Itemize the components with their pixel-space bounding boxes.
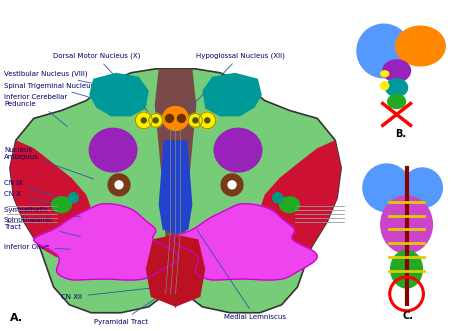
Text: Pyramidal Tract: Pyramidal Tract bbox=[94, 296, 160, 325]
Text: Sympathetic Tract: Sympathetic Tract bbox=[4, 207, 81, 217]
Ellipse shape bbox=[383, 60, 410, 82]
Text: Medial Lemniscus: Medial Lemniscus bbox=[197, 230, 286, 320]
Text: A.: A. bbox=[10, 313, 23, 323]
Circle shape bbox=[357, 24, 410, 78]
Ellipse shape bbox=[396, 26, 445, 66]
Circle shape bbox=[363, 164, 410, 212]
Circle shape bbox=[141, 118, 146, 123]
Ellipse shape bbox=[214, 128, 262, 172]
Ellipse shape bbox=[388, 95, 406, 109]
Circle shape bbox=[149, 114, 163, 127]
Polygon shape bbox=[155, 69, 196, 309]
Ellipse shape bbox=[280, 197, 300, 213]
Text: CN IX: CN IX bbox=[4, 180, 61, 199]
Circle shape bbox=[108, 174, 130, 196]
Text: Spinothalamic
Tract: Spinothalamic Tract bbox=[4, 217, 81, 237]
Text: Spinal Trigeminal Nucleus: Spinal Trigeminal Nucleus bbox=[4, 83, 99, 100]
Text: Inferior Cerebellar
Peduncle: Inferior Cerebellar Peduncle bbox=[4, 94, 67, 126]
Ellipse shape bbox=[381, 196, 432, 253]
Text: B.: B. bbox=[395, 129, 406, 139]
Text: CN XII: CN XII bbox=[62, 287, 158, 300]
Polygon shape bbox=[146, 234, 205, 307]
Circle shape bbox=[177, 115, 185, 122]
Text: C.: C. bbox=[402, 311, 414, 321]
Text: Inferior Olive: Inferior Olive bbox=[4, 244, 71, 250]
Circle shape bbox=[381, 82, 389, 90]
Ellipse shape bbox=[391, 250, 422, 288]
Polygon shape bbox=[10, 69, 341, 313]
Ellipse shape bbox=[163, 107, 188, 130]
Polygon shape bbox=[159, 140, 192, 234]
Ellipse shape bbox=[386, 79, 408, 97]
Text: Dorsal Motor Nucleus (X): Dorsal Motor Nucleus (X) bbox=[53, 53, 148, 112]
Polygon shape bbox=[10, 140, 93, 257]
Ellipse shape bbox=[52, 197, 72, 213]
Circle shape bbox=[68, 193, 78, 203]
Circle shape bbox=[153, 118, 158, 123]
Circle shape bbox=[188, 114, 202, 127]
Circle shape bbox=[221, 174, 243, 196]
Circle shape bbox=[193, 118, 198, 123]
Text: Nucleus
Ambiguus: Nucleus Ambiguus bbox=[4, 147, 93, 179]
Circle shape bbox=[165, 115, 173, 122]
Text: Vestibular Nucleus (VIII): Vestibular Nucleus (VIII) bbox=[4, 71, 116, 88]
Text: CN X: CN X bbox=[4, 191, 61, 205]
Circle shape bbox=[205, 118, 210, 123]
Polygon shape bbox=[258, 140, 341, 257]
Circle shape bbox=[402, 168, 442, 208]
Polygon shape bbox=[202, 73, 262, 117]
Circle shape bbox=[273, 193, 283, 203]
Polygon shape bbox=[173, 204, 317, 280]
Ellipse shape bbox=[381, 71, 389, 77]
Text: Hypoglossal Nucleus (XII): Hypoglossal Nucleus (XII) bbox=[187, 53, 284, 111]
Ellipse shape bbox=[89, 128, 137, 172]
Circle shape bbox=[199, 112, 216, 129]
Circle shape bbox=[228, 181, 236, 189]
Circle shape bbox=[115, 181, 123, 189]
Circle shape bbox=[136, 112, 152, 129]
Polygon shape bbox=[34, 204, 178, 280]
Polygon shape bbox=[89, 73, 149, 117]
